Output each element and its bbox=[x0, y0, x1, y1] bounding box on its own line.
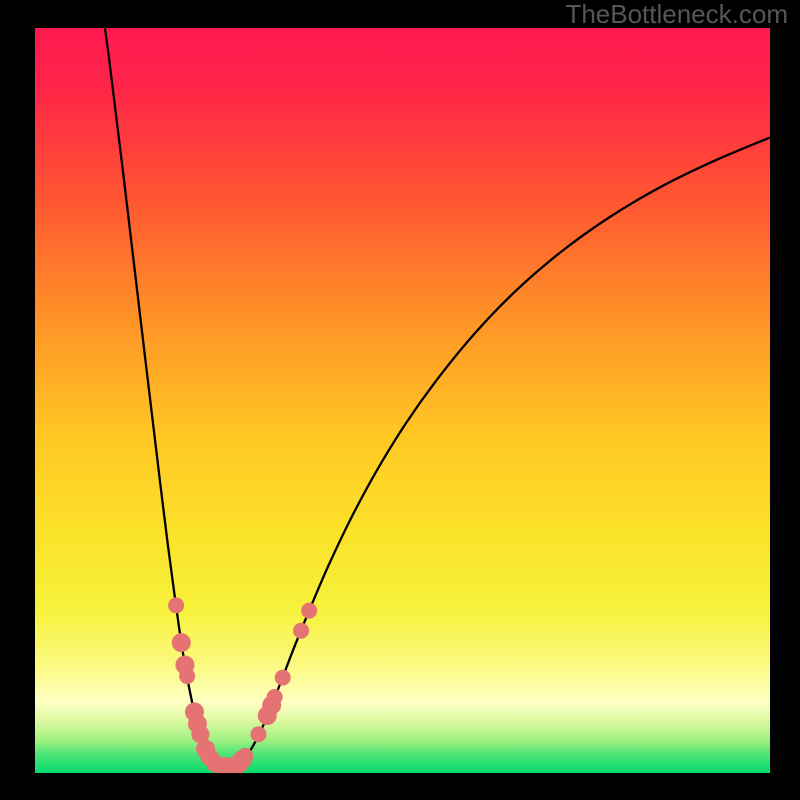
plot-background bbox=[35, 28, 770, 773]
chart-frame: TheBottleneck.com bbox=[0, 0, 800, 800]
watermark-text: TheBottleneck.com bbox=[565, 0, 788, 30]
